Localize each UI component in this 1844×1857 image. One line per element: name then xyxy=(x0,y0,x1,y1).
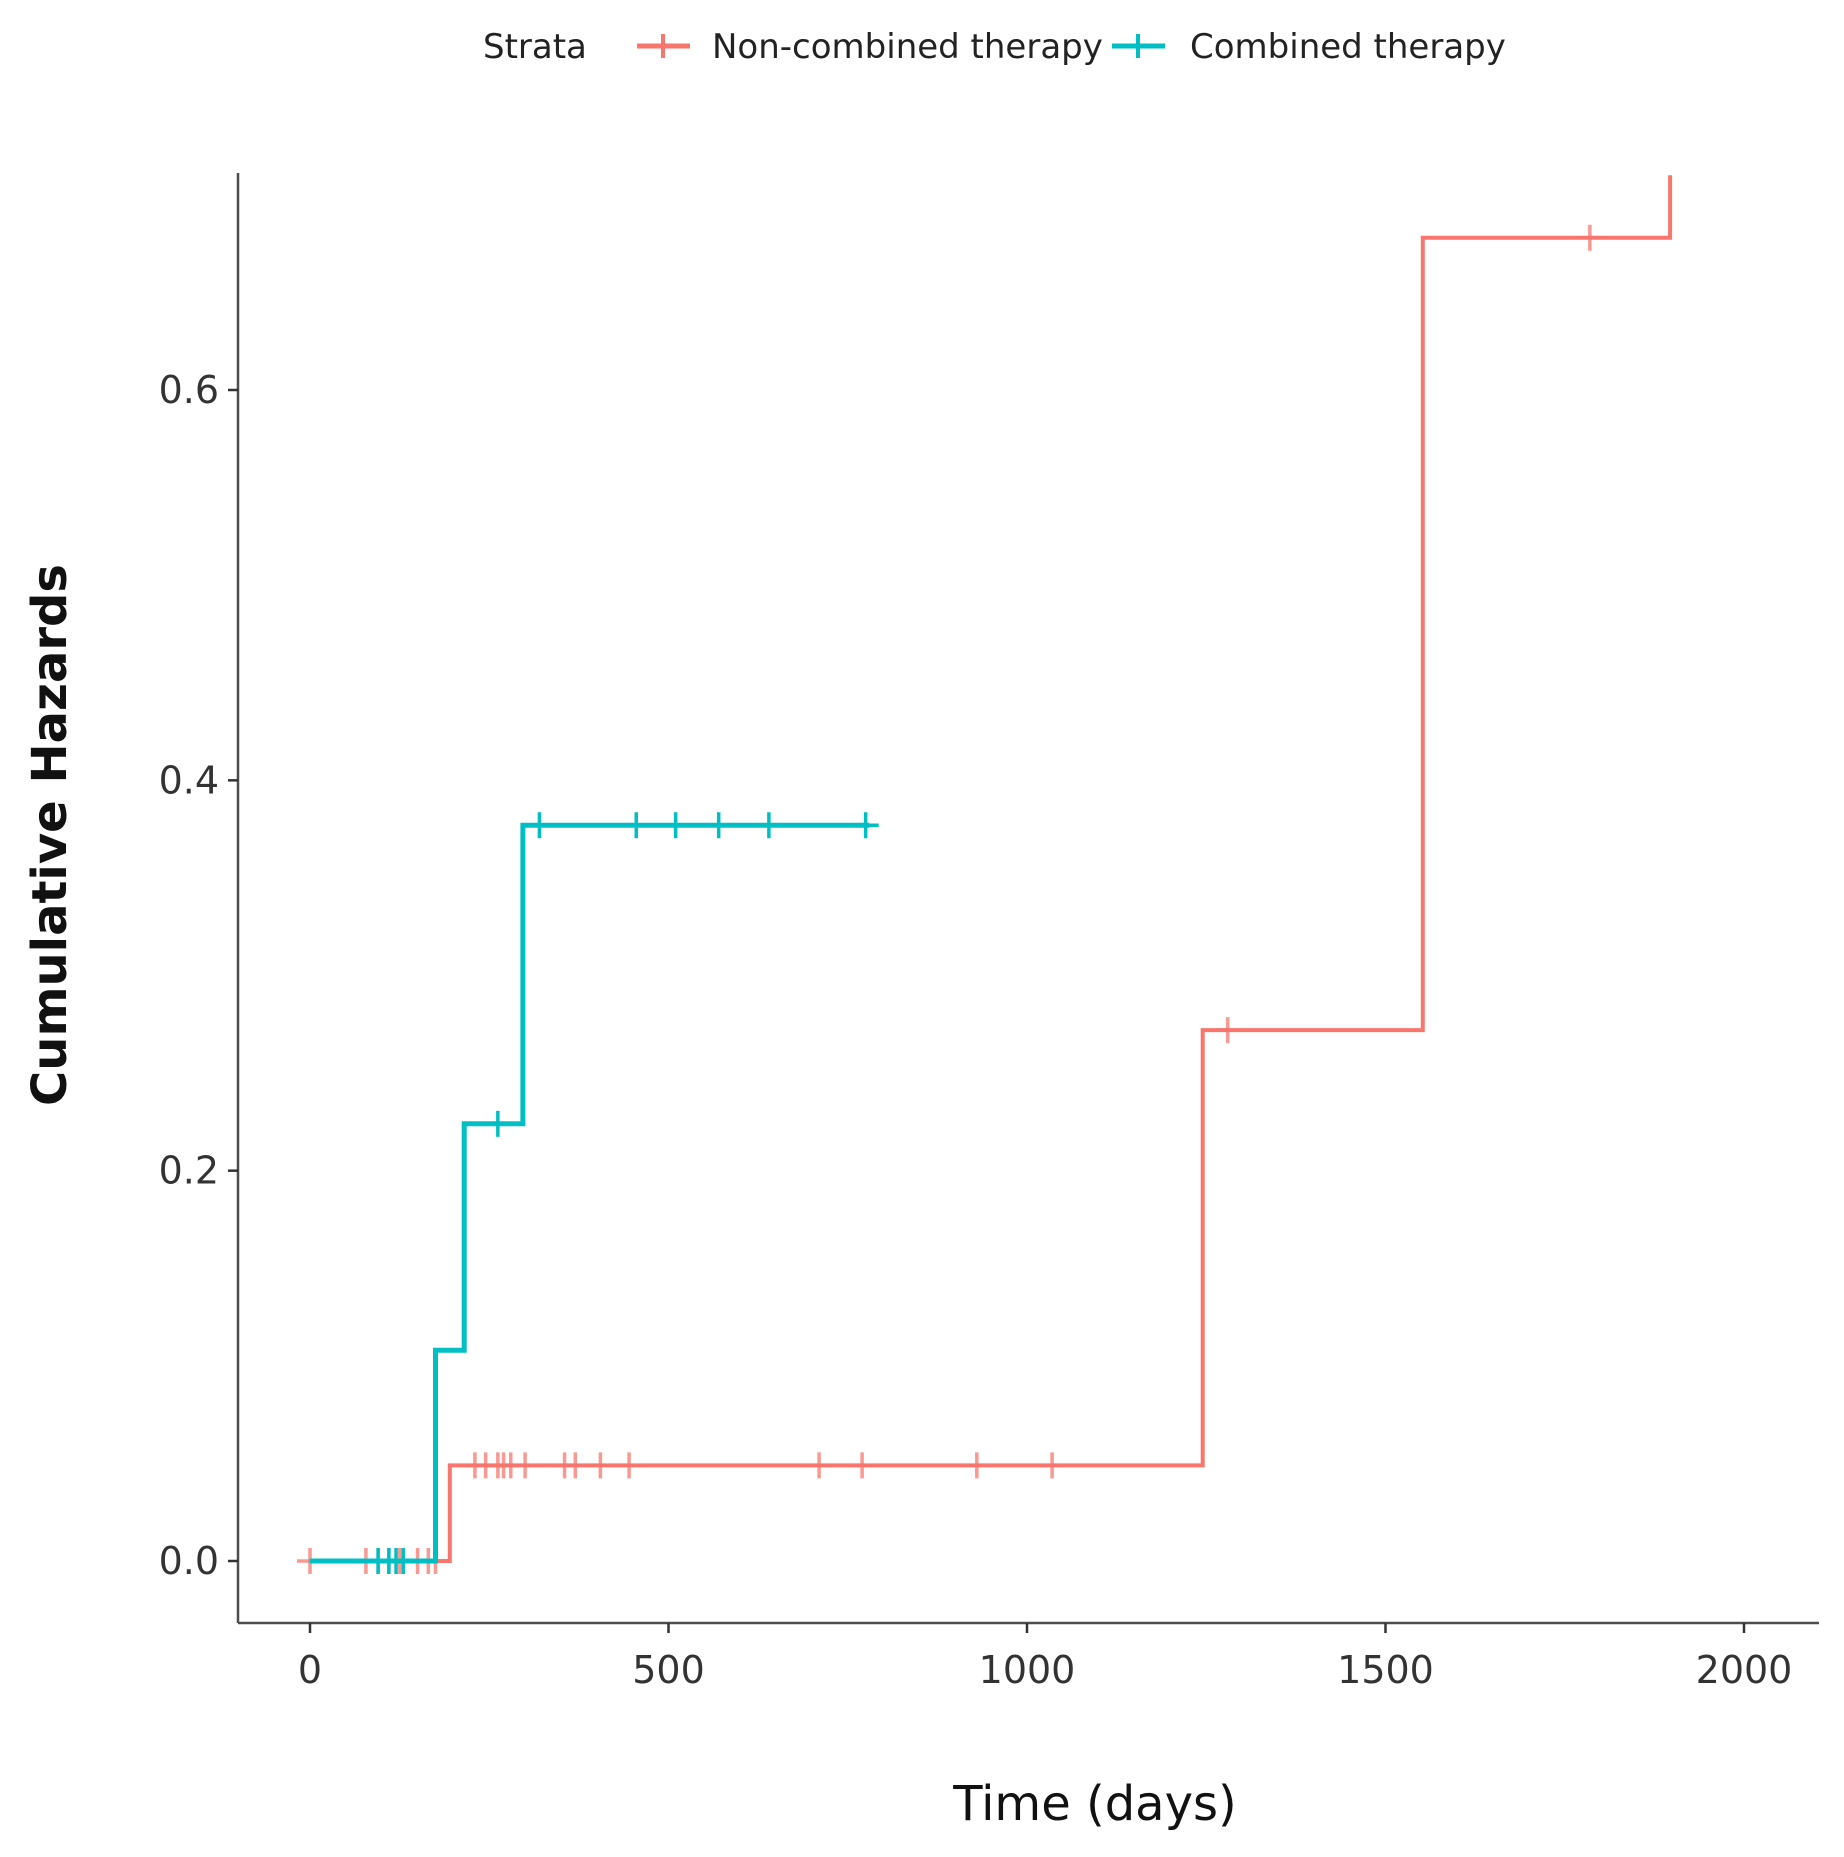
x-tick-label-2000: 2000 xyxy=(1696,1648,1793,1692)
x-axis-ticks: 0 500 1000 1500 2000 xyxy=(298,1623,1792,1692)
axes xyxy=(236,173,1819,1625)
legend-item-combined: Combined therapy xyxy=(1112,27,1506,67)
series-combined xyxy=(310,812,879,1574)
y-tick-label-0.6: 0.6 xyxy=(159,368,219,412)
legend-label-combined: Combined therapy xyxy=(1190,27,1506,67)
y-tick-label-0.0: 0.0 xyxy=(159,1539,219,1583)
step-line-non-combined xyxy=(310,175,1673,1563)
legend: Strata Non-combined therapy Combined the… xyxy=(483,27,1506,67)
x-axis-title: Time (days) xyxy=(952,1776,1236,1832)
x-tick-label-1000: 1000 xyxy=(979,1648,1076,1692)
series-non-combined xyxy=(297,175,1673,1574)
legend-label-non-combined: Non-combined therapy xyxy=(712,27,1103,67)
series-layer xyxy=(297,175,1673,1574)
legend-title: Strata xyxy=(483,27,587,67)
x-tick-label-0: 0 xyxy=(298,1648,322,1692)
legend-item-non-combined: Non-combined therapy xyxy=(637,27,1103,67)
x-tick-label-1500: 1500 xyxy=(1337,1648,1434,1692)
y-tick-label-0.4: 0.4 xyxy=(159,758,219,802)
y-axis-title: Cumulative Hazards xyxy=(22,564,78,1106)
x-tick-label-500: 500 xyxy=(632,1648,705,1692)
step-line-combined xyxy=(310,822,870,1564)
y-tick-label-0.2: 0.2 xyxy=(159,1149,219,1193)
y-axis-ticks: 0.0 0.2 0.4 0.6 xyxy=(159,368,238,1583)
